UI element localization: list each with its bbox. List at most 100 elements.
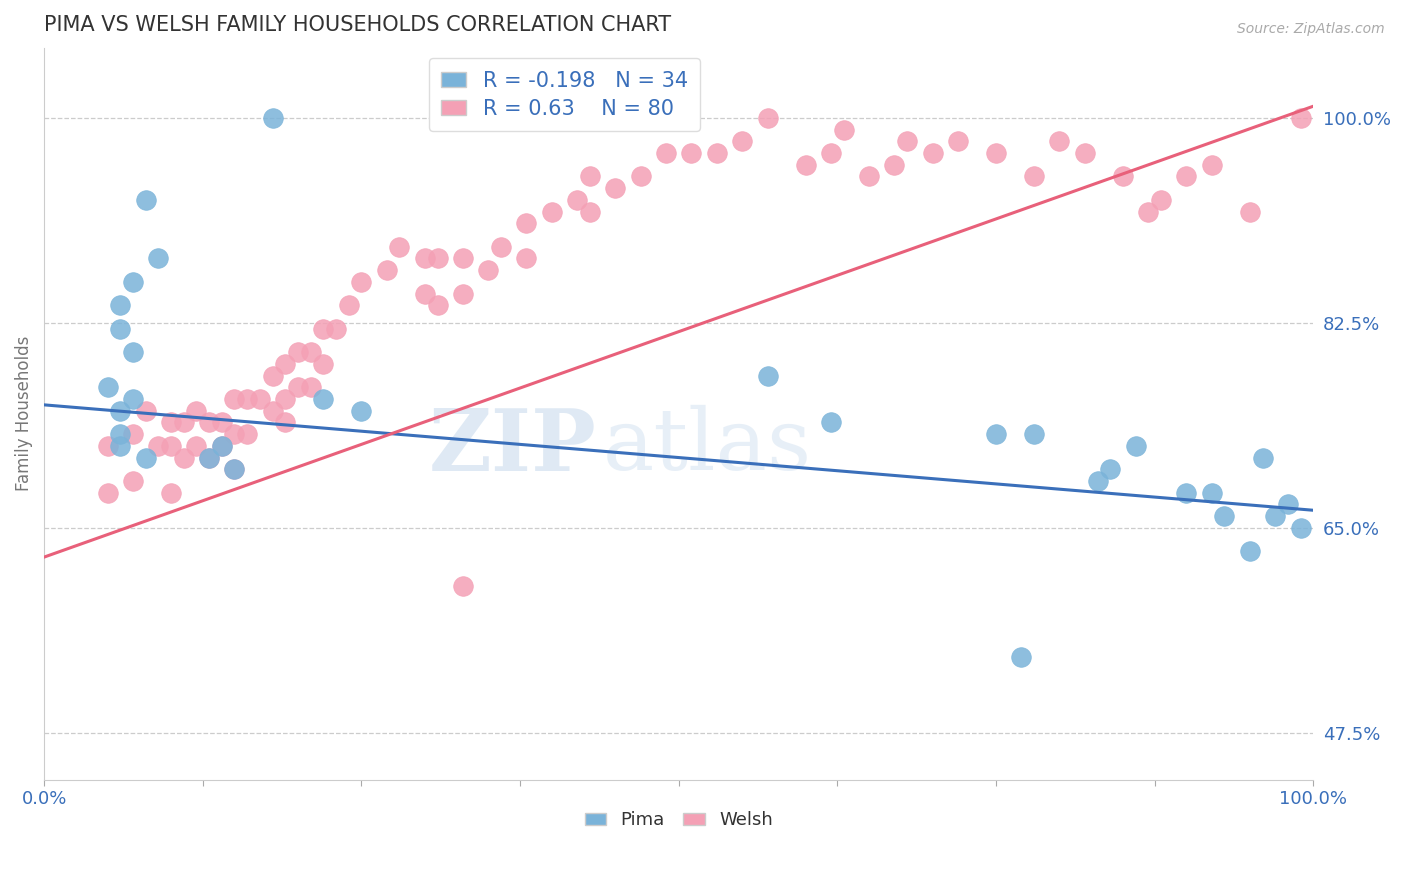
Point [236, 427, 259, 442]
Point [630, 169, 652, 184]
Point [858, 169, 880, 184]
Point [1099, 462, 1122, 476]
Point [325, 322, 347, 336]
Point [1175, 169, 1198, 184]
Point [1175, 485, 1198, 500]
Point [1264, 509, 1286, 524]
Point [451, 286, 474, 301]
Point [186, 439, 208, 453]
Point [375, 263, 398, 277]
Point [249, 392, 271, 406]
Point [681, 146, 703, 161]
Point [97, 485, 120, 500]
Point [565, 193, 588, 207]
Point [756, 111, 779, 125]
Point [605, 181, 627, 195]
Point [224, 462, 246, 476]
Point [1239, 204, 1261, 219]
Point [274, 416, 297, 430]
Point [122, 392, 145, 406]
Point [832, 122, 855, 136]
Point [350, 275, 373, 289]
Point [110, 322, 132, 336]
Point [451, 579, 474, 593]
Point [946, 134, 969, 148]
Point [186, 403, 208, 417]
Point [1251, 450, 1274, 465]
Point [337, 298, 360, 312]
Point [299, 380, 322, 394]
Point [984, 427, 1007, 442]
Point [312, 392, 335, 406]
Point [1289, 521, 1312, 535]
Point [122, 345, 145, 359]
Point [211, 439, 233, 453]
Point [173, 450, 195, 465]
Point [299, 345, 322, 359]
Point [984, 146, 1007, 161]
Point [579, 169, 602, 184]
Point [224, 392, 246, 406]
Point [1277, 497, 1299, 511]
Text: Source: ZipAtlas.com: Source: ZipAtlas.com [1237, 22, 1385, 37]
Point [198, 450, 221, 465]
Point [211, 416, 233, 430]
Point [426, 252, 449, 266]
Point [1022, 169, 1045, 184]
Point [413, 286, 436, 301]
Point [122, 427, 145, 442]
Point [1137, 204, 1160, 219]
Point [896, 134, 918, 148]
Point [731, 134, 754, 148]
Point [122, 474, 145, 488]
Point [1087, 474, 1109, 488]
Point [160, 416, 183, 430]
Point [515, 252, 537, 266]
Point [1010, 649, 1032, 664]
Point [148, 252, 170, 266]
Point [135, 403, 157, 417]
Point [1074, 146, 1097, 161]
Point [110, 427, 132, 442]
Point [236, 392, 259, 406]
Point [135, 450, 157, 465]
Point [1239, 544, 1261, 558]
Point [451, 252, 474, 266]
Point [1150, 193, 1173, 207]
Point [820, 416, 842, 430]
Point [540, 204, 562, 219]
Point [883, 158, 905, 172]
Point [224, 427, 246, 442]
Point [160, 485, 183, 500]
Point [489, 240, 512, 254]
Point [135, 193, 157, 207]
Point [160, 439, 183, 453]
Point [515, 216, 537, 230]
Text: atlas: atlas [603, 405, 811, 488]
Text: ZIP: ZIP [429, 405, 596, 489]
Point [312, 322, 335, 336]
Point [211, 439, 233, 453]
Point [110, 403, 132, 417]
Point [426, 298, 449, 312]
Text: PIMA VS WELSH FAMILY HOUSEHOLDS CORRELATION CHART: PIMA VS WELSH FAMILY HOUSEHOLDS CORRELAT… [44, 15, 671, 35]
Point [1201, 485, 1223, 500]
Point [224, 462, 246, 476]
Point [312, 357, 335, 371]
Point [1049, 134, 1071, 148]
Point [1201, 158, 1223, 172]
Point [262, 111, 284, 125]
Point [173, 416, 195, 430]
Point [262, 368, 284, 383]
Point [274, 357, 297, 371]
Point [198, 416, 221, 430]
Point [122, 275, 145, 289]
Point [97, 439, 120, 453]
Point [110, 298, 132, 312]
Legend: Pima, Welsh: Pima, Welsh [578, 804, 780, 837]
Point [262, 403, 284, 417]
Point [198, 450, 221, 465]
Point [110, 439, 132, 453]
Point [350, 403, 373, 417]
Point [274, 392, 297, 406]
